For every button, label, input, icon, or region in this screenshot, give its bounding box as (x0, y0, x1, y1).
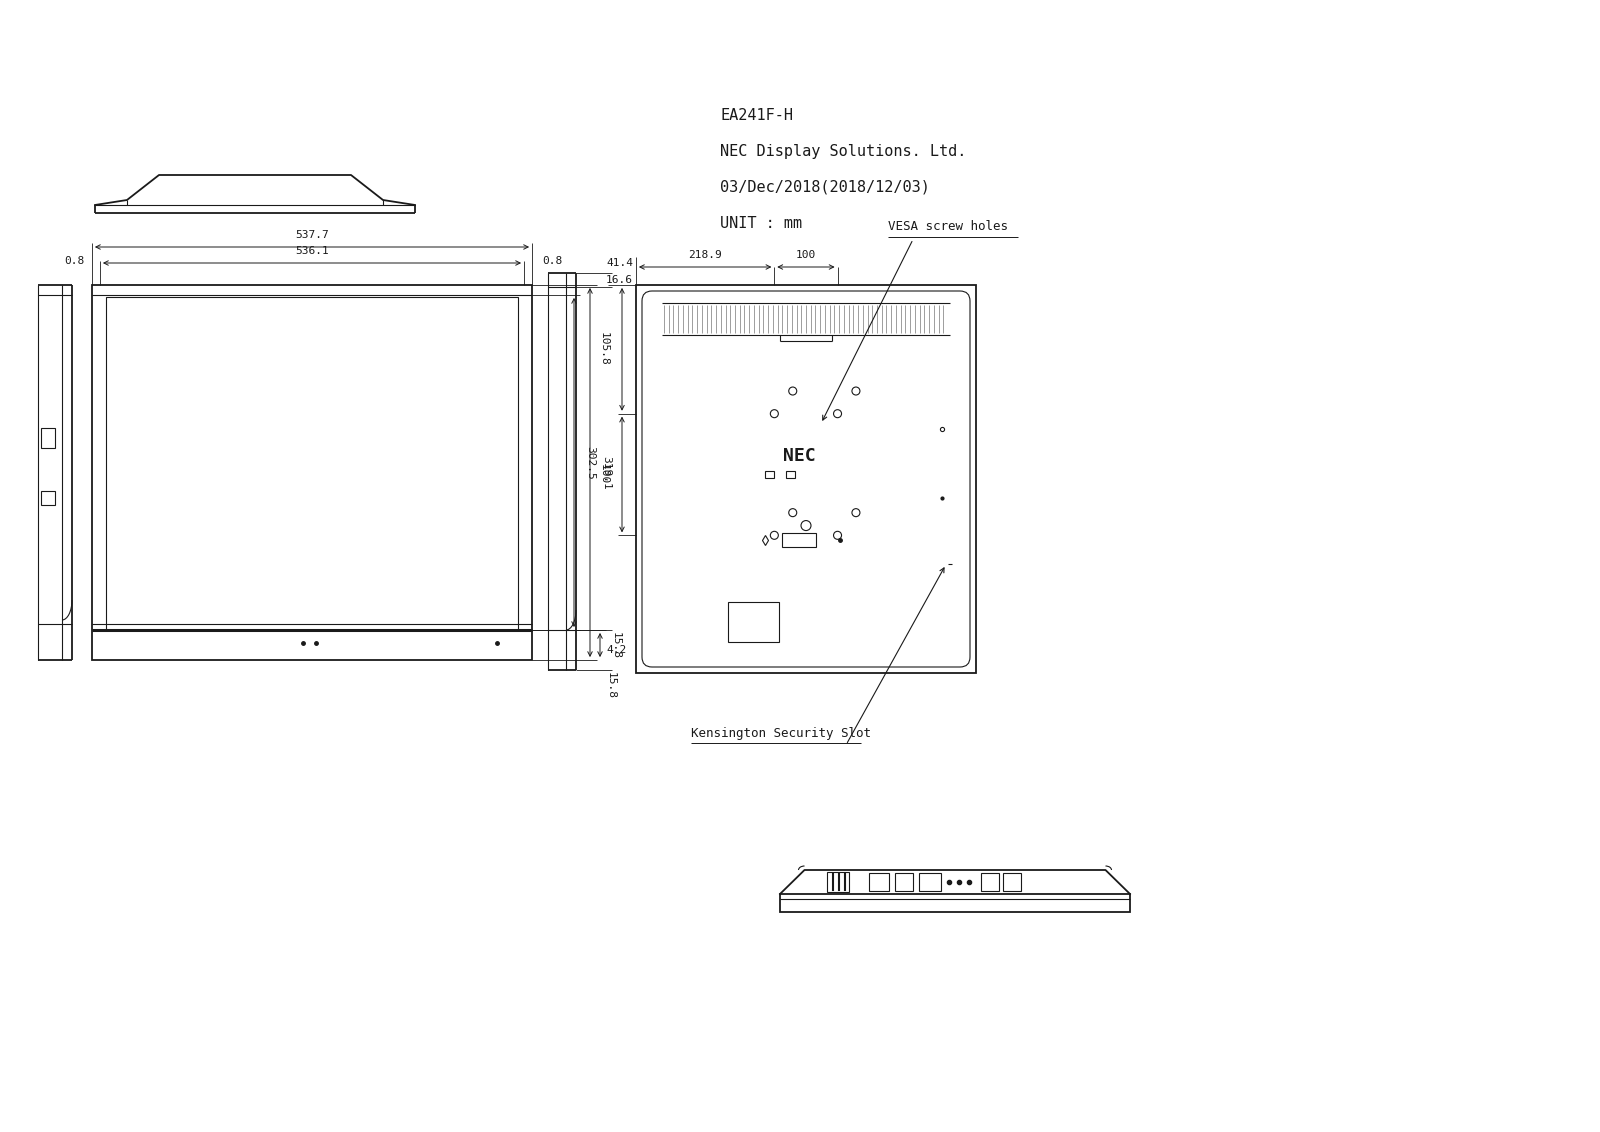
Text: 100: 100 (598, 464, 610, 484)
Bar (93, 285, 531, 660)
Text: NEC: NEC (782, 447, 816, 465)
Bar (728, 602, 779, 642)
Text: NEC Display Solutions. Ltd.: NEC Display Solutions. Ltd. (720, 144, 966, 158)
Bar (781, 894, 1130, 912)
Text: 537.7: 537.7 (294, 230, 330, 240)
Text: Kensington Security Slot: Kensington Security Slot (691, 727, 870, 739)
Bar (894, 873, 912, 891)
Text: 100: 100 (795, 250, 816, 260)
Text: 0.8: 0.8 (64, 256, 85, 266)
Bar (106, 297, 518, 631)
Bar (765, 471, 774, 478)
Text: 0.8: 0.8 (542, 256, 562, 266)
Text: UNIT : mm: UNIT : mm (720, 216, 802, 231)
Bar (637, 285, 976, 674)
Bar (918, 873, 941, 891)
Text: 15.8: 15.8 (611, 632, 621, 659)
Text: 16.6: 16.6 (606, 275, 634, 285)
Bar (827, 872, 848, 892)
Text: 15.8: 15.8 (606, 672, 616, 700)
Text: 03/Dec/2018(2018/12/03): 03/Dec/2018(2018/12/03) (720, 180, 930, 195)
Bar (981, 873, 998, 891)
Text: 536.1: 536.1 (294, 246, 330, 256)
Bar (782, 533, 816, 547)
Text: VESA screw holes: VESA screw holes (888, 221, 1008, 233)
Bar (42, 491, 54, 505)
Text: 41.4: 41.4 (606, 258, 634, 268)
Bar (1003, 873, 1021, 891)
Text: 302.5: 302.5 (586, 446, 595, 479)
Text: 4.2: 4.2 (606, 645, 626, 655)
Text: 105.8: 105.8 (598, 333, 610, 367)
Bar (786, 471, 795, 478)
Text: 319.1: 319.1 (602, 455, 611, 489)
Text: EA241F-H: EA241F-H (720, 108, 794, 123)
Bar (869, 873, 888, 891)
Bar (42, 428, 54, 447)
Text: 218.9: 218.9 (688, 250, 722, 260)
